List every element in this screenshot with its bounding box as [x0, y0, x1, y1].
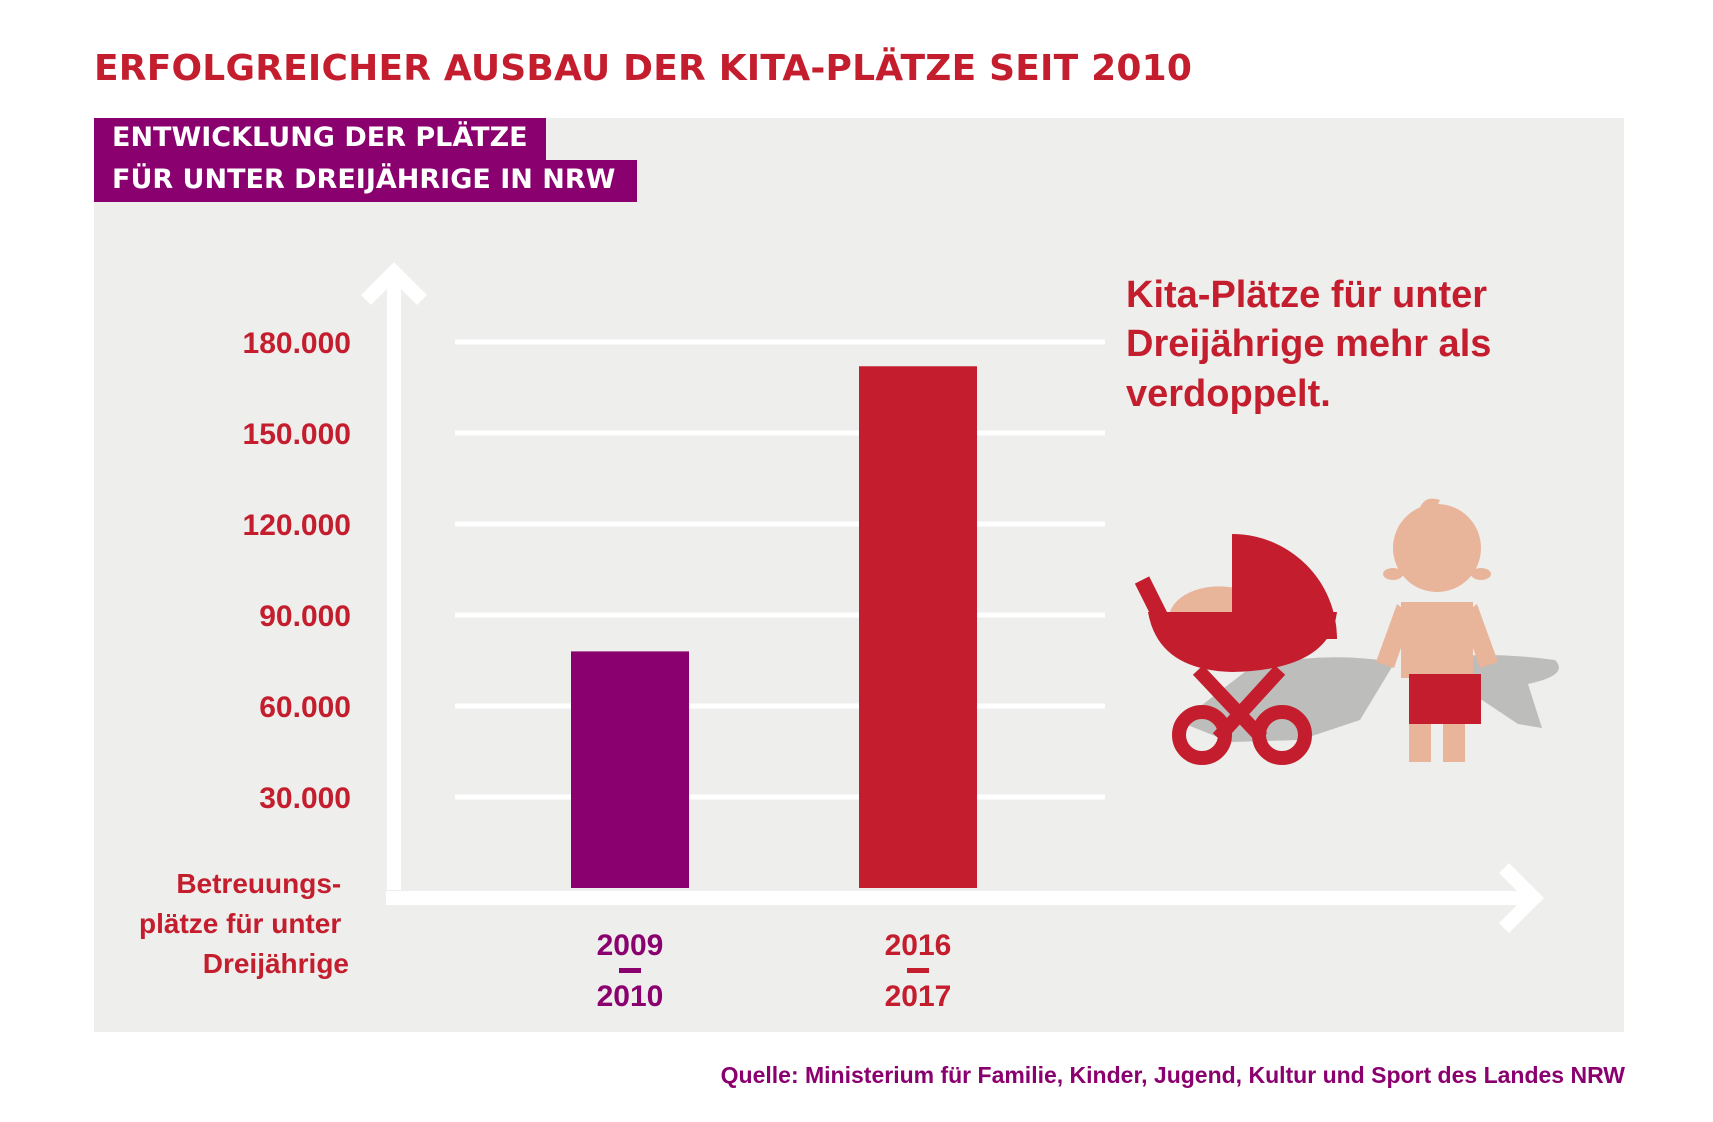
main-title: ERFOLGREICHER AUSBAU DER KITA-PLÄTZE SEI…	[94, 48, 1193, 89]
chart-panel	[94, 118, 1624, 1032]
source-note: Quelle: Ministerium für Familie, Kinder,…	[720, 1062, 1625, 1088]
subtitle-line-2: FÜR UNTER DREIJÄHRIGE IN NRW	[94, 160, 637, 202]
subtitle-line-1: ENTWICKLUNG DER PLÄTZE	[94, 118, 546, 160]
